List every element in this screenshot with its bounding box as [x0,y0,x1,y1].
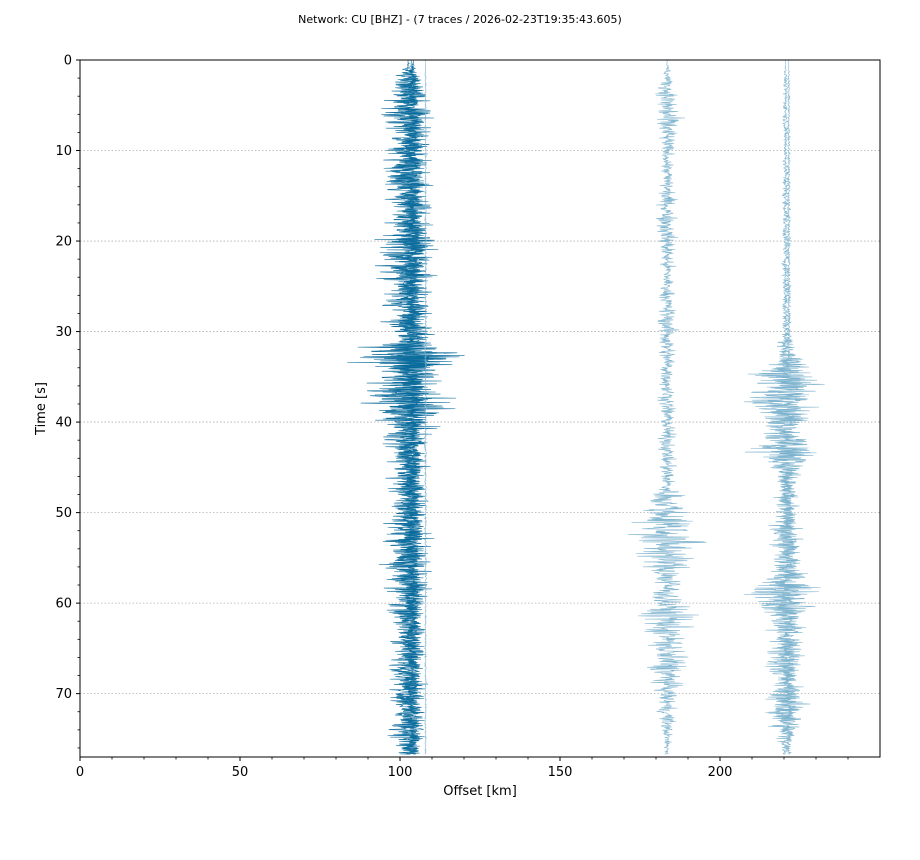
x-tick-label: 100 [388,765,413,780]
seismic-trace-7 [766,59,811,755]
plot-frame [79,59,881,758]
x-tick-label: 50 [232,765,249,780]
y-tick-label: 20 [55,235,72,250]
grid-layer [80,150,880,695]
y-tick-label: 70 [55,687,72,702]
y-tick-label: 10 [55,144,72,159]
seismic-trace-4 [424,59,428,755]
seismic-trace-6 [743,59,825,755]
y-tick-label: 0 [64,54,72,69]
chart-title: Network: CU [BHZ] - (7 traces / 2026-02-… [298,13,622,26]
traces-layer [347,59,825,755]
y-tick-label: 40 [55,416,72,431]
x-tick-label: 0 [76,765,84,780]
y-tick-label: 50 [55,506,72,521]
y-tick-label: 30 [55,325,72,340]
x-tick-label: 200 [708,765,733,780]
x-axis-label: Offset [km] [443,784,517,799]
y-axis-label: Time [s] [34,382,49,436]
x-tick-label: 150 [548,765,573,780]
seismic-trace-3 [394,59,433,755]
ticks-layer: 0 10 20 30 40 50 60 70 0 50 100 150 200 [55,54,849,780]
y-tick-label: 60 [55,597,72,612]
seismic-trace-5 [627,59,707,755]
